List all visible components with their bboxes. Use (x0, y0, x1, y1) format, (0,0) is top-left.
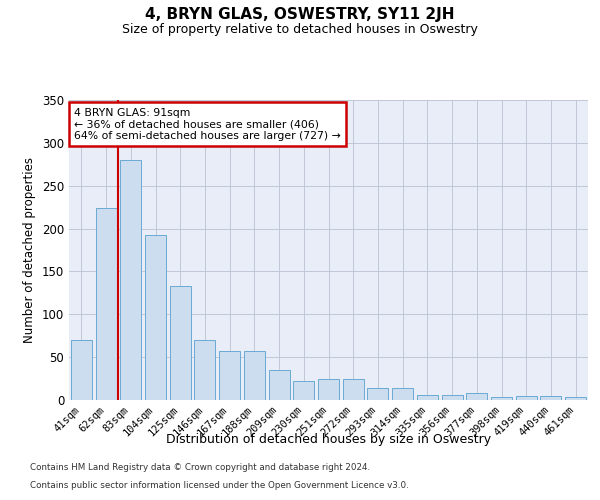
Bar (343, 378, 364, 400)
Bar (120, 160, 141, 400)
Bar (170, 286, 191, 400)
Bar (194, 340, 215, 400)
Text: Contains HM Land Registry data © Crown copyright and database right 2024.: Contains HM Land Registry data © Crown c… (30, 464, 370, 472)
Bar (442, 395, 463, 400)
Bar (269, 370, 290, 400)
Bar (541, 396, 562, 400)
Bar (293, 381, 314, 400)
Bar (71, 340, 92, 400)
Text: Size of property relative to detached houses in Oswestry: Size of property relative to detached ho… (122, 22, 478, 36)
Bar (318, 378, 339, 400)
Y-axis label: Number of detached properties: Number of detached properties (23, 157, 37, 343)
Bar (244, 351, 265, 400)
Text: Distribution of detached houses by size in Oswestry: Distribution of detached houses by size … (166, 432, 491, 446)
Bar (466, 393, 487, 400)
Bar (516, 396, 537, 400)
Text: Contains public sector information licensed under the Open Government Licence v3: Contains public sector information licen… (30, 481, 409, 490)
Bar (145, 234, 166, 400)
Bar (392, 388, 413, 400)
Bar (491, 396, 512, 400)
Bar (417, 395, 438, 400)
Text: 4, BRYN GLAS, OSWESTRY, SY11 2JH: 4, BRYN GLAS, OSWESTRY, SY11 2JH (145, 8, 455, 22)
Bar (565, 398, 586, 400)
Bar (367, 388, 388, 400)
Bar (219, 351, 240, 400)
Bar (95, 208, 116, 400)
Text: 4 BRYN GLAS: 91sqm
← 36% of detached houses are smaller (406)
64% of semi-detach: 4 BRYN GLAS: 91sqm ← 36% of detached hou… (74, 108, 341, 140)
